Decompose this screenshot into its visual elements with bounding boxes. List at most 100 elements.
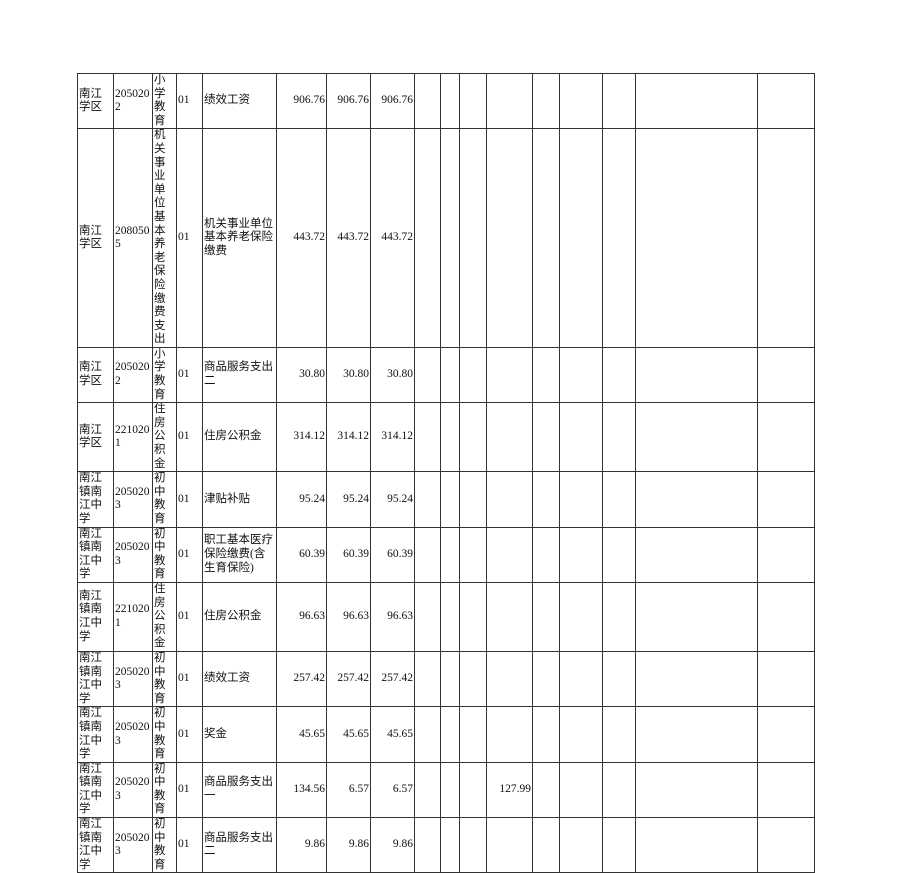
empty-cell [602,128,636,348]
other-amount-cell [486,526,533,583]
amount-cell: 443.72 [326,128,371,348]
empty-cell [602,761,636,819]
subtotal-cell: 9.86 [370,817,415,873]
category-cell: 初中教育 [152,650,177,708]
number-cell: 01 [176,402,203,473]
empty-cell [559,346,603,404]
empty-cell [532,526,560,583]
number-cell: 01 [176,706,203,763]
empty-cell [440,581,460,652]
empty-cell [440,761,460,819]
code-cell: 2050202 [113,346,153,404]
empty-cell [635,471,758,528]
total-cell: 906.76 [276,72,327,130]
amount-cell: 96.63 [326,581,371,652]
category-cell: 住房公积金 [152,581,177,652]
number-cell: 01 [176,346,203,404]
empty-cell [459,581,487,652]
code-cell: 2050203 [113,817,153,873]
table-row: 南江镇南江中学 2050203 初中教育 01 奖金 45.65 45.65 45.65 [77,706,815,763]
empty-cell [532,817,560,873]
number-cell: 01 [176,72,203,130]
category-cell: 初中教育 [152,761,177,819]
empty-cell [532,471,560,528]
empty-cell [459,650,487,708]
total-cell: 45.65 [276,706,327,763]
category-cell: 住房公积金 [152,402,177,473]
amount-cell: 6.57 [326,761,371,819]
empty-cell [532,402,560,473]
unit-cell: 南江镇南江中学 [77,526,114,583]
empty-cell [559,650,603,708]
unit-cell: 南江学区 [77,402,114,473]
empty-cell [635,650,758,708]
empty-cell [414,581,441,652]
empty-cell [757,471,815,528]
subtotal-cell: 30.80 [370,346,415,404]
other-amount-cell [486,817,533,873]
empty-cell [559,761,603,819]
unit-cell: 南江镇南江中学 [77,650,114,708]
empty-cell [602,346,636,404]
subtotal-cell: 45.65 [370,706,415,763]
table-row: 南江学区 2210201 住房公积金 01 住房公积金 314.12 314.12 314.1… [77,402,815,473]
total-cell: 30.80 [276,346,327,404]
other-amount-cell [486,706,533,763]
empty-cell [532,761,560,819]
empty-cell [414,650,441,708]
empty-cell [757,128,815,348]
empty-cell [635,128,758,348]
subtotal-cell: 95.24 [370,471,415,528]
amount-cell: 95.24 [326,471,371,528]
empty-cell [414,817,441,873]
total-cell: 96.63 [276,581,327,652]
empty-cell [757,72,815,130]
empty-cell [559,471,603,528]
amount-cell: 30.80 [326,346,371,404]
table-row: 南江镇南江中学 2050203 初中教育 01 职工基本医疗保险缴费(含生育保险) 60.… [77,526,815,583]
subtotal-cell: 6.57 [370,761,415,819]
other-amount-cell [486,581,533,652]
item-cell: 住房公积金 [202,581,277,652]
item-cell: 绩效工资 [202,650,277,708]
empty-cell [414,346,441,404]
empty-cell [559,817,603,873]
unit-cell: 南江学区 [77,72,114,130]
code-cell: 2080505 [113,128,153,348]
amount-cell: 9.86 [326,817,371,873]
empty-cell [440,706,460,763]
amount-cell: 906.76 [326,72,371,130]
empty-cell [602,72,636,130]
table-row: 南江学区 2080505 机关事业单位基本养老保险缴费支出 01 机关事业单位基本养老保… [77,128,815,348]
unit-cell: 南江镇南江中学 [77,706,114,763]
empty-cell [757,761,815,819]
empty-cell [635,402,758,473]
subtotal-cell: 257.42 [370,650,415,708]
other-amount-cell [486,72,533,130]
empty-cell [414,72,441,130]
empty-cell [635,72,758,130]
item-cell: 机关事业单位基本养老保险缴费 [202,128,277,348]
category-cell: 初中教育 [152,471,177,528]
category-cell: 小学教育 [152,72,177,130]
number-cell: 01 [176,581,203,652]
other-amount-cell [486,402,533,473]
empty-cell [459,72,487,130]
empty-cell [757,346,815,404]
empty-cell [559,128,603,348]
unit-cell: 南江学区 [77,346,114,404]
amount-cell: 257.42 [326,650,371,708]
number-cell: 01 [176,650,203,708]
empty-cell [440,471,460,528]
total-cell: 314.12 [276,402,327,473]
category-cell: 初中教育 [152,817,177,873]
subtotal-cell: 443.72 [370,128,415,348]
category-cell: 初中教育 [152,526,177,583]
empty-cell [414,526,441,583]
empty-cell [602,650,636,708]
item-cell: 住房公积金 [202,402,277,473]
table-row: 南江镇南江中学 2050203 初中教育 01 绩效工资 257.42 257.42 257.… [77,650,815,708]
empty-cell [757,706,815,763]
empty-cell [440,817,460,873]
empty-cell [602,471,636,528]
